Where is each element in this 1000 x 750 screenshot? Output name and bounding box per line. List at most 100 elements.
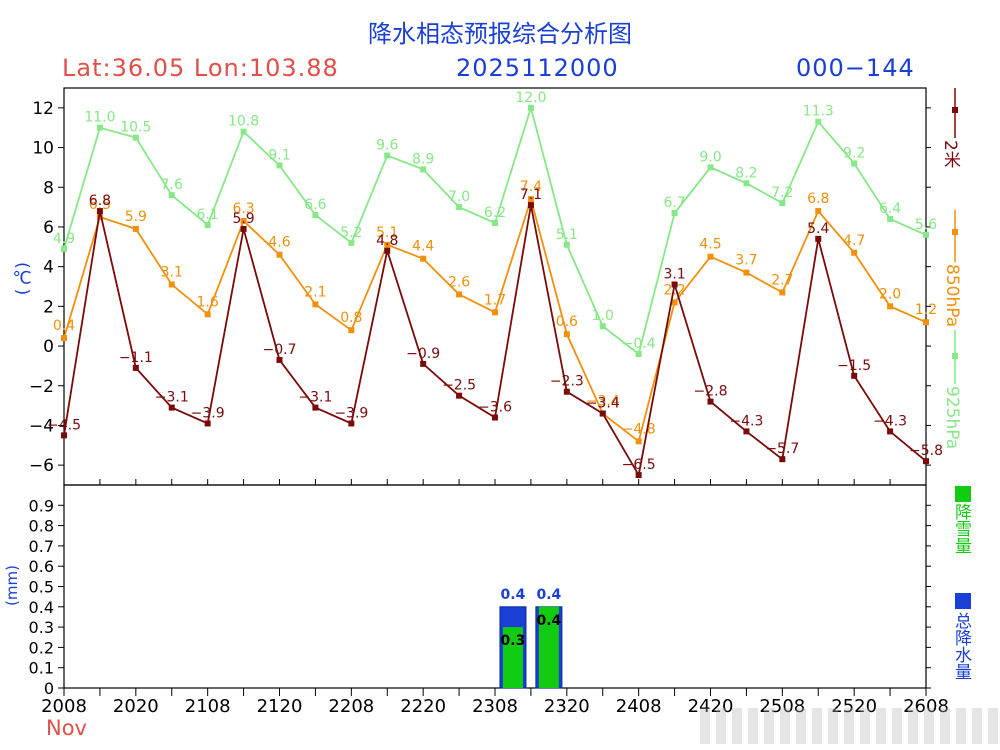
data-label-t850: 4.7	[843, 233, 865, 249]
data-label-t850: 7.4	[520, 179, 542, 195]
data-label-t850: 0.6	[556, 314, 578, 330]
data-point-t2m	[204, 420, 211, 427]
data-label-t2m: −1.5	[837, 358, 871, 374]
precip-y-tick-label: 0.2	[29, 638, 54, 657]
bar-snow	[502, 627, 523, 688]
data-label-t925: 9.0	[699, 149, 721, 165]
data-label-t850: 6.3	[232, 201, 254, 217]
data-label-t925: 9.1	[268, 147, 290, 163]
data-label-t2m: 5.4	[807, 221, 829, 237]
x-tick-label: 2420	[688, 696, 734, 717]
data-point-t925	[923, 231, 929, 238]
data-label-t2m: −0.9	[406, 346, 440, 362]
data-point-t2m	[61, 432, 67, 439]
data-point-t925	[779, 200, 786, 207]
data-point-t925	[707, 164, 714, 171]
precip-y-tick-label: 0.3	[29, 618, 54, 637]
x-tick-label: 2220	[400, 696, 446, 717]
data-point-t850	[96, 214, 103, 221]
data-point-t850	[276, 251, 283, 258]
data-label-t2m: 5.9	[232, 211, 254, 227]
data-label-t925: 11.3	[803, 104, 834, 120]
data-label-t925: 1.0	[592, 308, 614, 324]
data-label-t2m: −4.3	[873, 413, 907, 429]
precip-panel-frame	[63, 484, 927, 689]
x-tick-label: 2520	[831, 696, 877, 717]
legend-marker-t850	[952, 229, 958, 235]
data-point-t925	[456, 204, 463, 211]
data-point-t2m	[420, 360, 427, 367]
temp-y-tick-label: 0	[43, 337, 54, 357]
data-point-t850	[492, 309, 498, 316]
forecast-range-label: 000−144	[796, 54, 915, 82]
data-label-t2m: −2.5	[442, 378, 476, 394]
temp-y-tick-label: −2	[29, 377, 54, 397]
x-tick-label: 2320	[544, 696, 590, 717]
data-point-t850	[563, 331, 570, 338]
data-label-t850: 2.6	[448, 274, 470, 290]
data-label-t2m: −3.9	[191, 405, 225, 421]
data-label-t925: −0.4	[622, 336, 656, 352]
data-label-t850: 1.7	[484, 292, 506, 308]
legend-swatch-total	[955, 593, 971, 609]
legend-total-label: 总降水量	[951, 612, 971, 680]
data-label-t2m: −6.5	[622, 457, 656, 473]
data-point-t850	[240, 217, 247, 224]
location-label: Lat:36.05 Lon:103.88	[62, 54, 339, 82]
precip-y-tick-label: 0.9	[29, 496, 54, 515]
x-tick-label: 2308	[472, 696, 518, 717]
x-tick-label: 2608	[903, 696, 949, 717]
data-point-t850	[851, 249, 858, 256]
bar-total-label: 0.4	[501, 587, 526, 603]
x-tick-label: 2008	[41, 696, 87, 717]
data-point-t850	[527, 196, 534, 203]
data-label-t925: 10.8	[228, 114, 259, 130]
data-label-t925: 7.0	[448, 189, 470, 205]
data-label-t850: 4.6	[268, 235, 290, 251]
data-label-t2m: −2.8	[694, 384, 728, 400]
data-point-t925	[204, 221, 211, 228]
data-point-t925	[240, 128, 247, 135]
chart-title: 降水相态预报综合分析图	[368, 20, 632, 48]
data-point-t2m	[707, 398, 714, 405]
data-point-t850	[348, 327, 355, 334]
data-point-t925	[132, 134, 139, 141]
x-tick-label: 2108	[185, 696, 231, 717]
data-point-t925	[815, 118, 822, 125]
temp-y-tick-label: 8	[43, 178, 54, 198]
data-point-t2m	[96, 208, 103, 215]
init-time-label: 2025112000	[456, 54, 619, 82]
data-label-t925: 11.0	[84, 110, 115, 126]
data-point-t2m	[168, 404, 175, 411]
temp-y-tick-label: 6	[43, 218, 54, 238]
data-label-t850: −4.8	[622, 421, 656, 437]
temp-y-tick-label: −4	[29, 416, 54, 436]
data-point-t925	[743, 180, 750, 187]
data-label-t2m: 6.8	[89, 193, 111, 209]
data-label-t2m: −3.9	[334, 405, 368, 421]
precip-y-tick-label: 0.4	[29, 598, 54, 617]
data-point-t925	[96, 124, 103, 131]
data-label-t2m: −1.1	[119, 350, 153, 366]
data-point-t925	[61, 245, 67, 252]
x-tick-label: 2120	[257, 696, 303, 717]
data-point-t925	[563, 241, 570, 248]
data-label-t925: 5.6	[915, 217, 937, 233]
data-point-t925	[887, 216, 894, 223]
data-point-t925	[851, 160, 858, 167]
data-point-t850	[671, 299, 678, 306]
data-label-t850: 1.2	[915, 302, 937, 318]
data-point-t850	[923, 319, 929, 326]
temp-unit-label: (℃)	[12, 262, 32, 296]
data-label-t925: 6.6	[304, 197, 326, 213]
temp-y-tick-label: −6	[29, 456, 54, 476]
data-point-t850	[779, 289, 786, 296]
legend-snow-label: 降雪量	[951, 503, 971, 554]
data-point-t2m	[851, 372, 858, 379]
data-label-t850: 2.7	[771, 272, 793, 288]
data-label-t925: 4.9	[53, 231, 75, 247]
data-label-t925: 12.0	[515, 90, 546, 106]
data-point-t850	[635, 438, 642, 445]
data-label-t850: 6.5	[89, 197, 111, 213]
legend-marker-t2m	[952, 107, 958, 113]
